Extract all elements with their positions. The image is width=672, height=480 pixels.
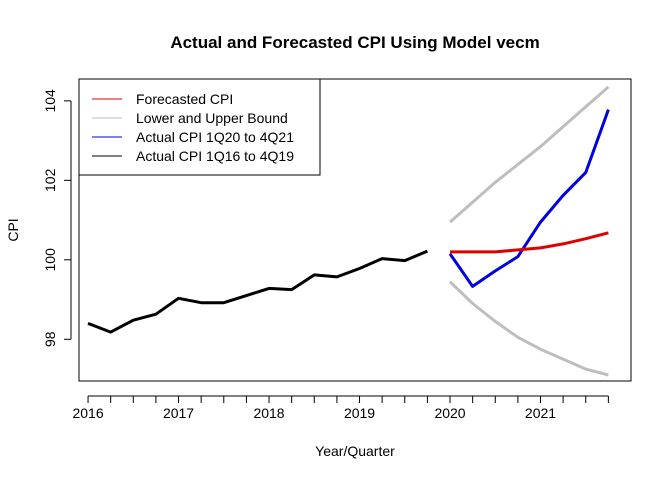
legend-label: Lower and Upper Bound	[136, 110, 288, 126]
legend-box	[78, 78, 321, 176]
y-axis-label: CPI	[5, 218, 21, 241]
x-tick-label: 2019	[344, 405, 375, 421]
legend: Forecasted CPI Lower and Upper Bound Actua…	[78, 78, 321, 176]
chart-title: Actual and Forecasted CPI Using Model ve…	[170, 33, 539, 52]
legend-label: Actual CPI 1Q16 to 4Q19	[136, 148, 294, 164]
x-tick-label: 2018	[253, 405, 284, 421]
plot-frame	[78, 78, 632, 382]
x-tick-label: 2016	[72, 405, 103, 421]
y-tick-label: 102	[42, 168, 58, 192]
legend-label: Forecasted CPI	[136, 91, 233, 107]
y-tick-label: 104	[42, 89, 58, 113]
series-actual-cpi-1q16-to-4q19-line	[87, 249, 428, 334]
x-axis-label: Year/Quarter	[315, 443, 395, 459]
axes: 2016 2017 2018 2019 2020 2021 98 100 102 104	[42, 89, 609, 421]
y-tick-label: 98	[42, 331, 58, 347]
series-forecasted-cpi-line	[450, 231, 609, 254]
x-tick-label: 2020	[434, 405, 465, 421]
lower-bound-line	[448, 280, 609, 377]
y-tick-label: 100	[42, 248, 58, 272]
x-tick-label: 2021	[525, 405, 556, 421]
upper-bound-line	[449, 85, 610, 224]
x-tick-label: 2017	[163, 405, 194, 421]
legend-label: Actual CPI 1Q20 to 4Q21	[136, 129, 294, 145]
series-actual-cpi-1q20-to-4q21-line	[448, 109, 610, 288]
plot-area	[87, 85, 610, 377]
